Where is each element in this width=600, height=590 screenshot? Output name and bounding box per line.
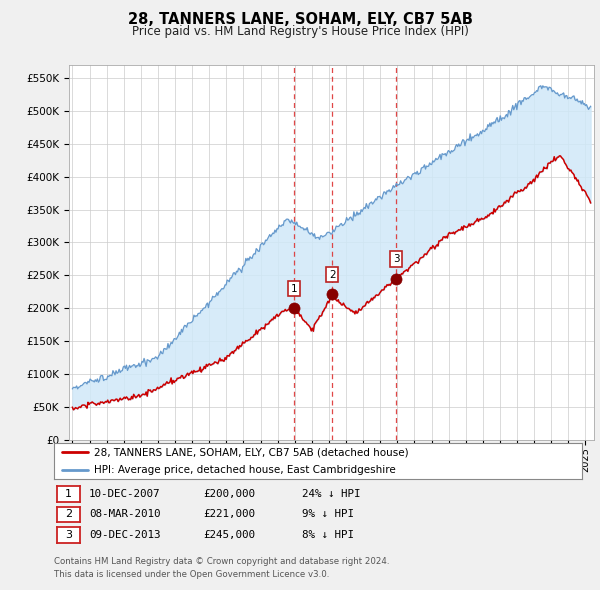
Text: 1: 1 <box>65 489 72 499</box>
Text: Contains HM Land Registry data © Crown copyright and database right 2024.: Contains HM Land Registry data © Crown c… <box>54 558 389 566</box>
Text: 3: 3 <box>393 254 400 264</box>
Text: 2: 2 <box>329 270 335 280</box>
Text: 08-MAR-2010: 08-MAR-2010 <box>89 510 160 519</box>
Text: 3: 3 <box>65 530 72 540</box>
Text: 2: 2 <box>65 510 72 519</box>
Text: 8% ↓ HPI: 8% ↓ HPI <box>302 530 354 540</box>
Text: 28, TANNERS LANE, SOHAM, ELY, CB7 5AB (detached house): 28, TANNERS LANE, SOHAM, ELY, CB7 5AB (d… <box>94 447 408 457</box>
Text: £245,000: £245,000 <box>203 530 255 540</box>
Text: 24% ↓ HPI: 24% ↓ HPI <box>302 489 360 499</box>
Text: 10-DEC-2007: 10-DEC-2007 <box>89 489 160 499</box>
Text: £200,000: £200,000 <box>203 489 255 499</box>
Text: 9% ↓ HPI: 9% ↓ HPI <box>302 510 354 519</box>
Text: 09-DEC-2013: 09-DEC-2013 <box>89 530 160 540</box>
Text: This data is licensed under the Open Government Licence v3.0.: This data is licensed under the Open Gov… <box>54 571 329 579</box>
Text: £221,000: £221,000 <box>203 510 255 519</box>
Text: Price paid vs. HM Land Registry's House Price Index (HPI): Price paid vs. HM Land Registry's House … <box>131 25 469 38</box>
Text: HPI: Average price, detached house, East Cambridgeshire: HPI: Average price, detached house, East… <box>94 465 395 475</box>
Text: 28, TANNERS LANE, SOHAM, ELY, CB7 5AB: 28, TANNERS LANE, SOHAM, ELY, CB7 5AB <box>128 12 472 27</box>
Text: 1: 1 <box>290 284 297 294</box>
